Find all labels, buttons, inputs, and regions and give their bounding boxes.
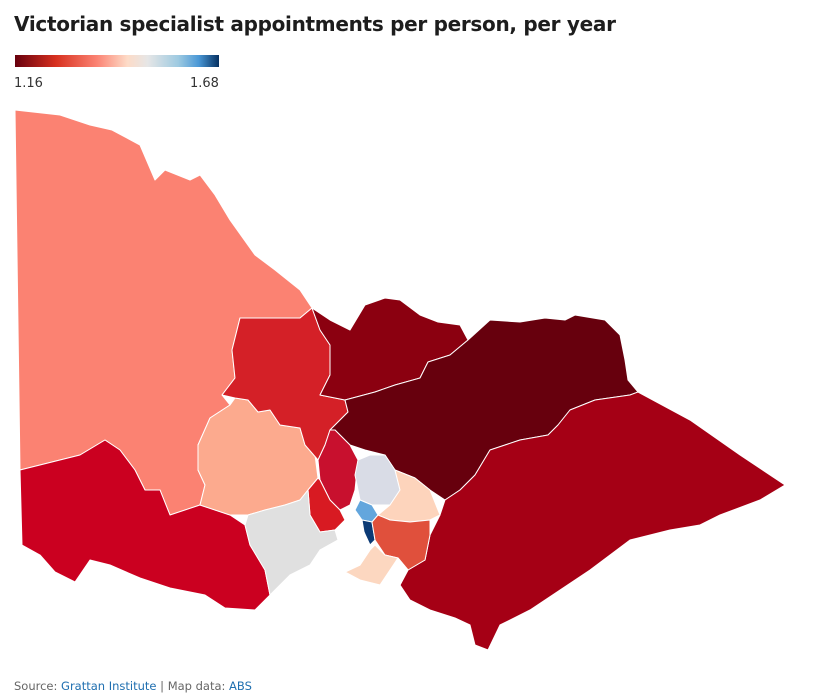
- footer-separator: |: [160, 679, 165, 693]
- map-data-link[interactable]: ABS: [229, 679, 252, 693]
- legend-min-label: 1.16: [14, 76, 43, 91]
- map-data-label: Map data:: [167, 679, 226, 693]
- legend-color-scale: [15, 55, 219, 67]
- chart-title: Victorian specialist appointments per pe…: [14, 12, 616, 36]
- source-label: Source:: [14, 679, 58, 693]
- footer: Source: Grattan Institute | Map data: AB…: [14, 679, 252, 693]
- legend-max-label: 1.68: [190, 76, 219, 91]
- source-link[interactable]: Grattan Institute: [61, 679, 157, 693]
- victoria-choropleth-map: [14, 109, 786, 651]
- region-melbourne-south[interactable]: [361, 519, 376, 546]
- region-south-east-melbourne[interactable]: [371, 514, 431, 571]
- western-port: [389, 557, 409, 586]
- port-phillip-bay: [319, 514, 371, 573]
- region-gippsland[interactable]: [399, 391, 786, 651]
